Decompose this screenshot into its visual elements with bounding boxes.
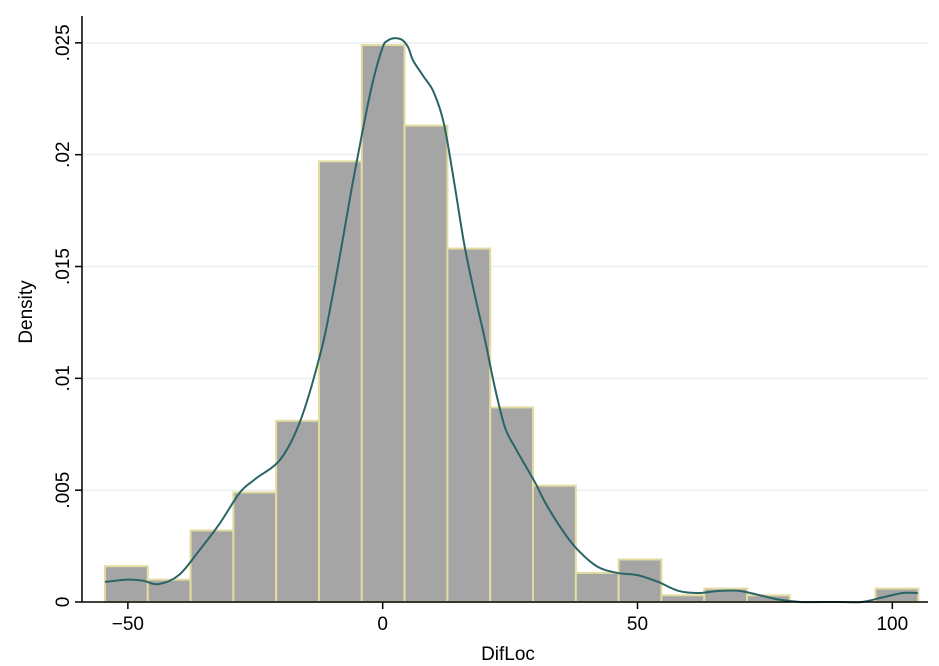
gridlines bbox=[82, 42, 928, 491]
x-axis-title: DifLoc bbox=[481, 644, 535, 665]
tick-labels: −50 0 50 100 0 .005 .01 .015 .02 .025 bbox=[53, 24, 908, 635]
y-axis-title: Density bbox=[16, 280, 37, 344]
x-tick-label: 100 bbox=[876, 614, 908, 635]
histogram-bar bbox=[232, 491, 278, 603]
histogram-bar bbox=[446, 247, 492, 603]
histogram-bar bbox=[103, 565, 149, 604]
histogram-bar bbox=[403, 124, 449, 603]
y-tick-label: .005 bbox=[53, 472, 74, 509]
y-tick-label: .025 bbox=[53, 24, 74, 61]
histogram-bar bbox=[574, 571, 620, 603]
y-tick-label: .01 bbox=[53, 365, 74, 391]
density-curve bbox=[104, 37, 918, 604]
histogram-bar bbox=[275, 419, 320, 603]
x-tick-label: −50 bbox=[112, 614, 144, 635]
x-tick-label: 50 bbox=[627, 614, 648, 635]
x-tick-label: 0 bbox=[377, 614, 388, 635]
y-tick-label: .015 bbox=[53, 248, 74, 285]
histogram-bar bbox=[874, 587, 920, 603]
histogram-bar bbox=[660, 594, 706, 604]
histogram-bar bbox=[360, 44, 406, 603]
histogram-bars bbox=[103, 44, 920, 604]
histogram-bar bbox=[189, 529, 235, 604]
y-tick-label: 0 bbox=[53, 597, 74, 608]
histogram-bar bbox=[489, 406, 535, 603]
axes bbox=[81, 16, 928, 603]
histogram-bar bbox=[317, 160, 363, 603]
histogram-bar bbox=[532, 484, 577, 604]
y-tick-label: .02 bbox=[53, 141, 74, 167]
